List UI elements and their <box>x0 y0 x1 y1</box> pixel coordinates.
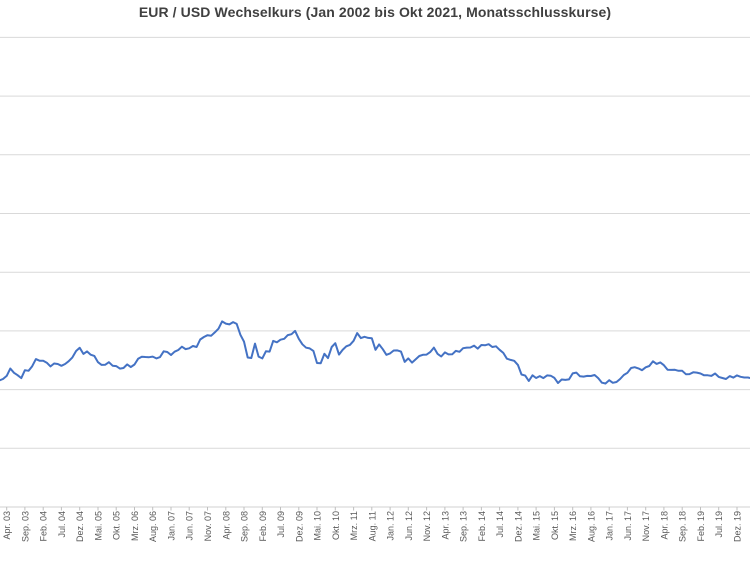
x-axis-label: Jan. 12 <box>386 511 396 541</box>
x-axis-label: Jun. 17 <box>623 511 633 541</box>
x-axis-label: Feb. 14 <box>477 511 487 542</box>
x-axis-label: Mai. 10 <box>313 511 323 541</box>
x-axis-label: Jan. 07 <box>167 511 177 541</box>
x-axis-label: Apr. 08 <box>221 511 231 540</box>
x-axis-label: Aug. 16 <box>586 511 596 542</box>
x-axis-label: Feb. 19 <box>696 511 706 542</box>
x-axis-label: Sep. 03 <box>20 511 30 542</box>
x-axis-label: Jun. 07 <box>185 511 195 541</box>
x-axis-label: Dez. 09 <box>294 511 304 542</box>
x-axis-label: Dez. 19 <box>733 511 743 542</box>
x-axis-label: Sep. 08 <box>240 511 250 542</box>
x-axis-label: Apr. 13 <box>440 511 450 540</box>
x-axis-label: Dez. 14 <box>513 511 523 542</box>
x-axis-label: Mrz. 11 <box>349 511 359 540</box>
x-axis-label: Jul. 14 <box>495 511 505 538</box>
x-axis-label: Mai. 15 <box>532 511 542 541</box>
x-axis-label: Nov. 07 <box>203 511 213 541</box>
x-axis-label: Mrz. 16 <box>568 511 578 541</box>
chart-title: EUR / USD Wechselkurs (Jan 2002 bis Okt … <box>138 4 612 20</box>
x-axis-label: Sep. 13 <box>459 511 469 542</box>
x-axis-label: Jul. 19 <box>714 511 724 538</box>
x-axis-label: Jul. 09 <box>276 511 286 538</box>
x-axis-label: Okt. 15 <box>550 511 560 540</box>
x-axis-label: Nov. 17 <box>641 511 651 541</box>
x-axis-label: Mai. 05 <box>94 511 104 541</box>
x-axis-label: Feb. 04 <box>39 511 49 542</box>
x-axis-label: Jul. 04 <box>57 511 67 538</box>
x-axis-label: Feb. 09 <box>258 511 268 542</box>
x-axis-label: Mrz. 06 <box>130 511 140 541</box>
x-axis-label: Nov. 12 <box>422 511 432 541</box>
x-axis-label: Jun. 12 <box>404 511 414 541</box>
x-axis-label: Aug. 06 <box>148 511 158 542</box>
x-axis-label: Apr. 18 <box>659 511 669 540</box>
x-axis-label: Dez. 04 <box>75 511 85 542</box>
x-axis-label: Okt. 05 <box>112 511 122 540</box>
x-axis-label: Aug. 11 <box>367 511 377 541</box>
x-axis-label: Jan. 17 <box>605 511 615 541</box>
x-axis-label: Apr. 03 <box>2 511 12 540</box>
x-axis-label: Okt. 10 <box>331 511 341 540</box>
x-axis-label: Sep. 18 <box>678 511 688 542</box>
eur-usd-series-line <box>0 320 750 385</box>
